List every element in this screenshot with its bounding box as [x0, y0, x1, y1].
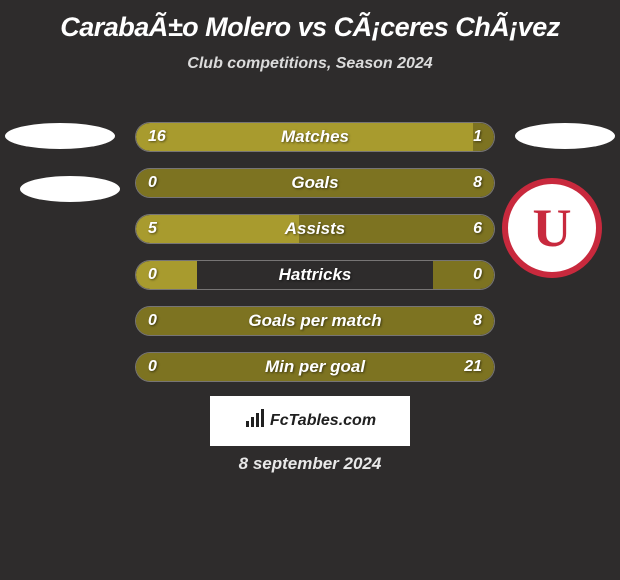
stat-bar: 021Min per goal	[135, 352, 495, 382]
club-logo-right: U	[502, 178, 602, 278]
club-logo-letter: U	[533, 197, 572, 259]
chart-icon	[244, 409, 266, 434]
stat-bar: 56Assists	[135, 214, 495, 244]
watermark: FcTables.com	[210, 396, 410, 446]
player-right-badge	[515, 123, 615, 149]
bar-label: Hattricks	[136, 265, 494, 285]
page-title: CarabaÃ±o Molero vs CÃ¡ceres ChÃ¡vez	[0, 0, 620, 43]
stat-bar: 08Goals	[135, 168, 495, 198]
subtitle: Club competitions, Season 2024	[0, 55, 620, 73]
stats-bars: 161Matches 08Goals 56Assists 00Hattricks 08G…	[135, 122, 495, 398]
bar-label: Goals	[136, 173, 494, 193]
player-left-badge-1	[5, 123, 115, 149]
date-text: 8 september 2024	[0, 454, 620, 474]
player-left-badge-2	[20, 176, 120, 202]
bar-label: Assists	[136, 219, 494, 239]
stat-bar: 161Matches	[135, 122, 495, 152]
stat-bar: 00Hattricks	[135, 260, 495, 290]
bar-label: Matches	[136, 127, 494, 147]
stat-bar: 08Goals per match	[135, 306, 495, 336]
bar-label: Min per goal	[136, 357, 494, 377]
bar-label: Goals per match	[136, 311, 494, 331]
watermark-text: FcTables.com	[270, 412, 376, 430]
